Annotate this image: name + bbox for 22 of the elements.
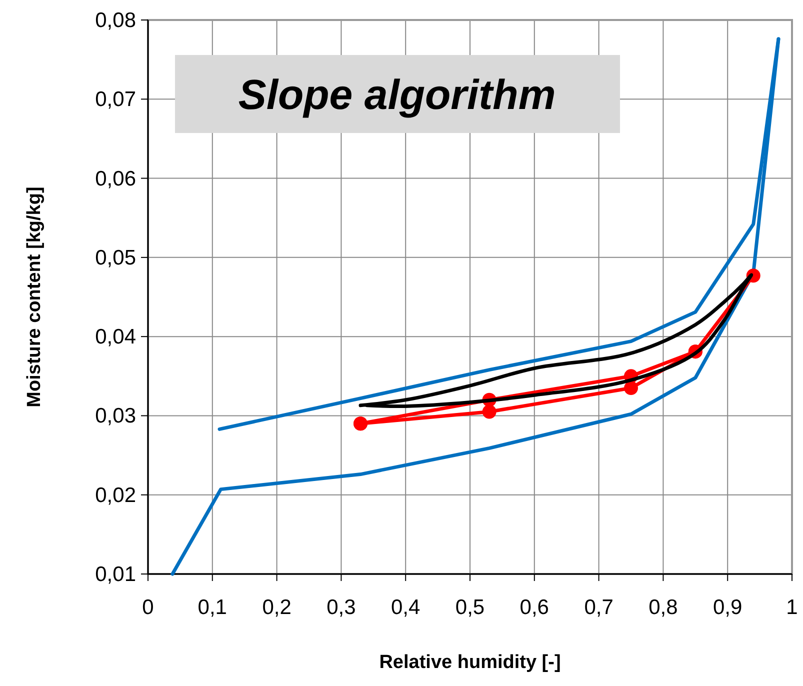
y-tick-label: 0,08 bbox=[95, 9, 136, 32]
x-tick-label: 0,2 bbox=[262, 596, 292, 619]
y-tick-label: 0,05 bbox=[95, 246, 136, 270]
x-tick-label: 0,5 bbox=[455, 596, 485, 619]
x-tick-label: 0 bbox=[142, 596, 154, 619]
x-tick-label: 0,7 bbox=[584, 596, 614, 619]
x-tick-label: 0,3 bbox=[326, 596, 356, 619]
y-tick-label: 0,03 bbox=[95, 404, 136, 428]
x-tick-label: 0,6 bbox=[520, 596, 549, 619]
y-tick-label: 0,02 bbox=[95, 484, 136, 507]
y-tick-label: 0,01 bbox=[95, 563, 136, 586]
x-tick-label: 1 bbox=[786, 596, 798, 619]
y-tick-label: 0,06 bbox=[95, 167, 136, 190]
text: Slope algorithm bbox=[238, 71, 556, 118]
y-tick-label: 0,07 bbox=[95, 88, 136, 112]
x-tick-label: 0,9 bbox=[713, 596, 742, 619]
x-tick-label: 0,8 bbox=[648, 596, 678, 619]
x-tick-label: 0,4 bbox=[391, 596, 421, 619]
y-tick-label: 0,04 bbox=[95, 326, 136, 349]
y-axis-title: Moisture content [kg/kg] bbox=[24, 186, 45, 408]
x-tick-label: 0,1 bbox=[198, 596, 227, 619]
x-axis-title: Relative humidity [-] bbox=[379, 652, 561, 673]
